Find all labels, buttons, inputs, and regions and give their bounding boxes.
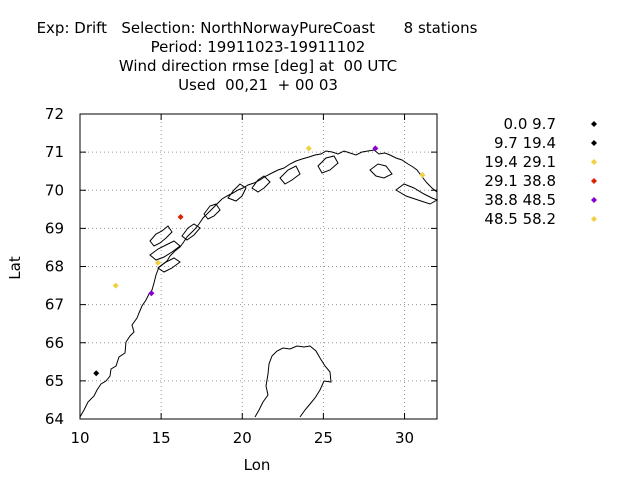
y-tick-label: 69 <box>45 219 64 237</box>
legend-marker <box>591 178 597 184</box>
y-tick-label: 67 <box>45 296 64 314</box>
legend-label: 48.5 58.2 <box>484 210 556 228</box>
y-tick-label: 71 <box>45 143 64 161</box>
y-tick-label: 66 <box>45 334 64 352</box>
legend: 0.0 9.79.7 19.419.4 29.129.1 38.838.8 48… <box>484 115 597 228</box>
legend-label: 0.0 9.7 <box>504 115 556 133</box>
x-tick-label: 30 <box>395 429 414 447</box>
data-point <box>154 259 161 266</box>
title-line: Used 00,21 + 00 03 <box>178 76 338 94</box>
x-tick-label: 20 <box>233 429 252 447</box>
data-point <box>112 282 119 289</box>
legend-marker <box>591 216 597 222</box>
legend-marker <box>591 121 597 127</box>
x-tick-label: 10 <box>70 429 89 447</box>
legend-label: 19.4 29.1 <box>484 153 556 171</box>
y-tick-label: 72 <box>45 105 64 123</box>
plot-frame <box>79 113 438 420</box>
data-point <box>419 172 426 178</box>
data-point <box>148 290 155 297</box>
grid <box>80 114 437 419</box>
legend-label: 9.7 19.4 <box>494 134 556 152</box>
data-point <box>177 213 184 220</box>
y-tick-label: 70 <box>45 181 64 199</box>
coastline-map <box>79 149 439 418</box>
data-points <box>93 145 426 377</box>
y-axis-label: Lat <box>6 256 24 280</box>
data-point <box>93 370 100 377</box>
axes: 10 15 20 25 30 64 65 66 67 68 69 70 71 72 <box>45 105 438 447</box>
legend-label: 29.1 38.8 <box>484 172 556 190</box>
legend-label: 38.8 48.5 <box>484 191 556 209</box>
x-axis-label: Lon <box>244 456 271 474</box>
y-tick-label: 64 <box>45 410 64 428</box>
data-point <box>305 145 312 152</box>
x-tick-label: 25 <box>314 429 333 447</box>
data-point <box>372 145 379 152</box>
x-tick-label: 15 <box>152 429 171 447</box>
title-line: Exp: Drift Selection: NorthNorwayPureCoa… <box>37 19 478 37</box>
title-line: Period: 19911023-19911102 <box>151 38 366 56</box>
y-tick-label: 68 <box>45 258 64 276</box>
legend-marker <box>591 159 597 165</box>
chart-title: Exp: Drift Selection: NorthNorwayPureCoa… <box>37 19 478 94</box>
y-tick-label: 65 <box>45 372 64 390</box>
title-line: Wind direction rmse [deg] at 00 UTC <box>119 57 397 75</box>
legend-marker <box>591 140 597 146</box>
legend-marker <box>591 197 597 203</box>
